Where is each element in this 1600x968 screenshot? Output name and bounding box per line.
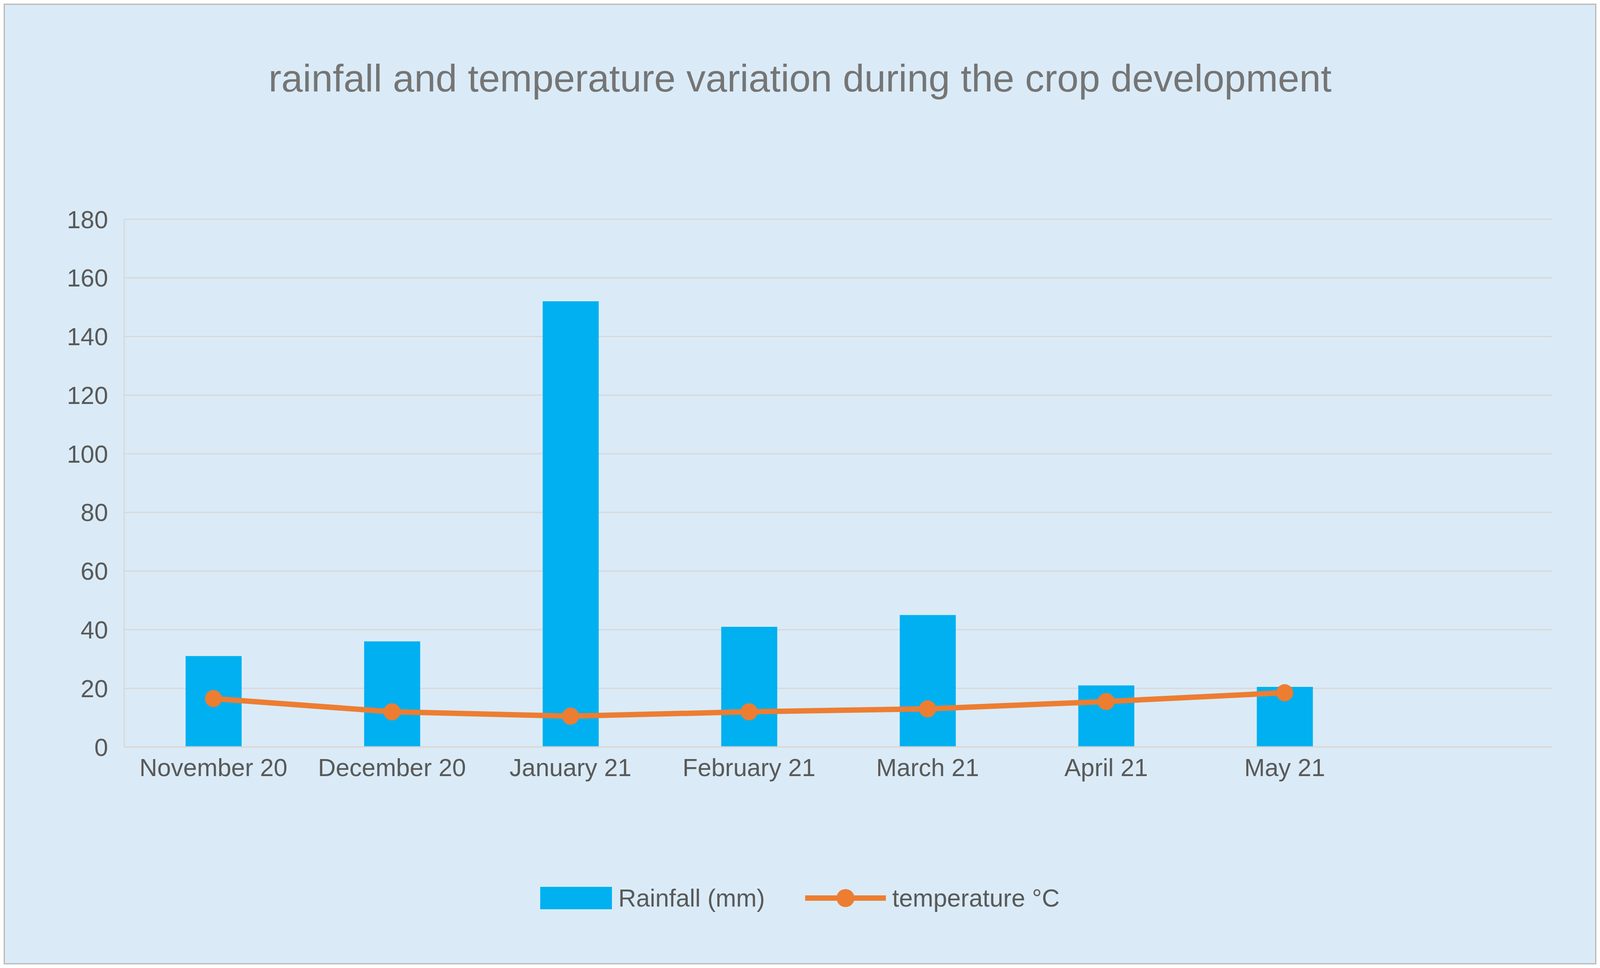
svg-text:120: 120: [66, 381, 109, 410]
html-text:rainfall and temperature varia: rainfall and temperature variation durin…: [268, 56, 1332, 100]
svg-text:180: 180: [66, 205, 109, 234]
svg-text:140: 140: [66, 322, 109, 351]
svg-text:February 21: February 21: [682, 753, 816, 782]
svg-text:160: 160: [66, 264, 109, 292]
svg-text:March 21: March 21: [875, 753, 979, 782]
svg-text:0: 0: [94, 733, 109, 762]
svg-text:December 20: December 20: [317, 753, 466, 782]
svg-text:April 21: April 21: [1064, 753, 1148, 782]
svg-text:November 20: November 20: [139, 753, 288, 782]
svg-text:60: 60: [80, 557, 109, 586]
svg-text:100: 100: [66, 440, 109, 469]
svg-text:40: 40: [80, 615, 109, 644]
svg-text:January 21: January 21: [509, 753, 632, 782]
html-text:Rainfall (mm): Rainfall (mm): [618, 884, 765, 912]
svg-text:May 21: May 21: [1244, 753, 1325, 782]
svg-text:80: 80: [80, 498, 109, 527]
html-text:temperature °C: temperature °C: [892, 884, 1060, 912]
svg-text:20: 20: [80, 674, 109, 703]
